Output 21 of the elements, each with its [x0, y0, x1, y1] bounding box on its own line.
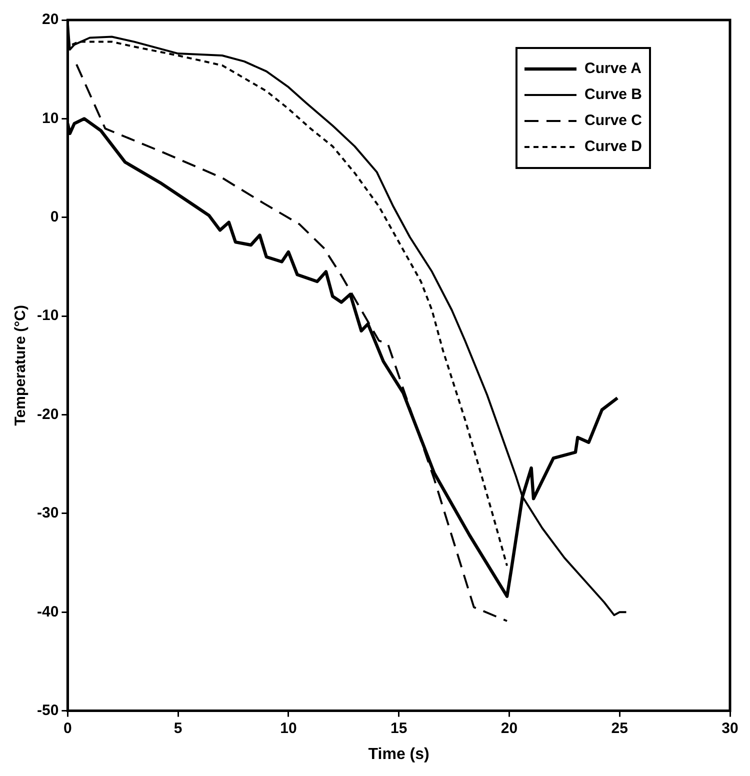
y-tick-label: -20	[36, 406, 59, 423]
y-tick-label: -30	[36, 504, 59, 522]
y-tick-label: -40	[36, 603, 59, 620]
y-axis-title: Temperature (°C)	[12, 305, 30, 426]
x-tick-label: 5	[174, 720, 182, 737]
legend-label: Curve B	[584, 86, 642, 104]
legend-label: Curve D	[584, 138, 642, 156]
y-tick-label: 0	[50, 208, 59, 226]
legend-label: Curve A	[584, 60, 642, 78]
y-tick-label: -10	[36, 307, 59, 324]
x-tick-label: 10	[280, 720, 297, 737]
y-tick-label: -50	[36, 702, 59, 719]
y-tick-label: 20	[42, 11, 59, 28]
x-tick-label: 0	[64, 720, 72, 737]
legend-label: Curve C	[584, 112, 642, 130]
y-tick-label: 10	[42, 110, 59, 127]
x-tick-label: 20	[500, 720, 518, 737]
x-tick-label: 30	[722, 720, 738, 737]
x-tick-label: 25	[611, 720, 628, 737]
x-tick-label: 15	[390, 720, 408, 737]
x-axis-title: Time (s)	[368, 746, 430, 763]
